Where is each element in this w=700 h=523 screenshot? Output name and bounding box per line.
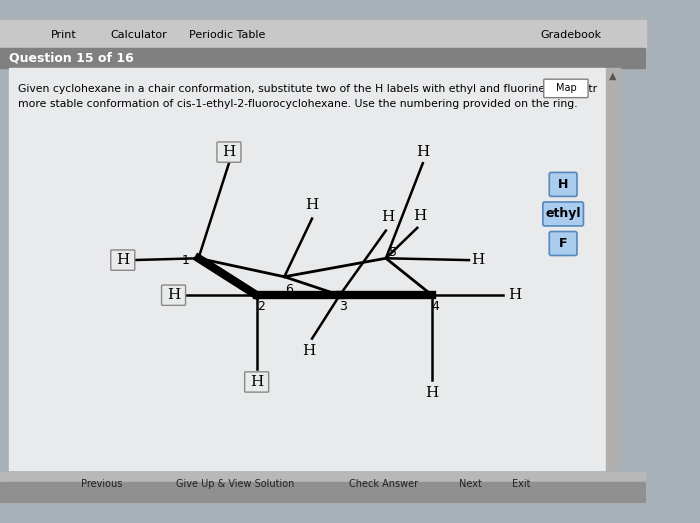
Text: 6: 6 [285,283,293,296]
Bar [0,48,646,68]
Text: Previous: Previous [81,480,122,490]
Text: H: H [558,178,568,191]
Text: H: H [414,209,427,223]
Text: 4: 4 [432,300,440,313]
Text: Gradebook: Gradebook [540,30,601,40]
Text: ▲: ▲ [609,71,617,81]
Text: Exit: Exit [512,480,531,490]
Text: more stable conformation of cis-1-ethyl-2-fluorocyclohexane. Use the numbering p: more stable conformation of cis-1-ethyl-… [18,99,578,109]
Text: Check Answer: Check Answer [349,480,418,490]
Bar [606,68,620,470]
Text: H: H [116,253,130,267]
Text: H: H [167,288,180,302]
Text: 1: 1 [181,254,190,267]
Text: Question 15 of 16: Question 15 of 16 [9,51,134,64]
Text: 5: 5 [389,246,398,259]
Bar [0,472,646,503]
Text: H: H [416,145,429,159]
Text: ethyl: ethyl [545,208,581,221]
Text: Given cyclohexane in a chair conformation, substitute two of the H labels with e: Given cyclohexane in a chair conformatio… [18,84,598,94]
Text: Next: Next [459,480,482,490]
Bar [0,482,646,503]
Text: 2: 2 [258,300,265,313]
Text: H: H [508,288,522,302]
Text: Periodic Table: Periodic Table [189,30,265,40]
FancyBboxPatch shape [550,173,577,197]
FancyBboxPatch shape [244,372,269,392]
Text: H: H [426,386,439,400]
FancyBboxPatch shape [162,285,186,305]
Bar [9,68,605,470]
Bar [0,20,646,48]
Text: H: H [223,145,236,159]
FancyBboxPatch shape [544,79,588,98]
Text: 3: 3 [340,300,347,313]
Text: H: H [381,210,394,224]
FancyBboxPatch shape [550,232,577,256]
Text: F: F [559,237,568,250]
Text: H: H [472,253,485,267]
FancyBboxPatch shape [542,202,583,226]
Text: H: H [250,375,263,389]
FancyBboxPatch shape [217,142,241,162]
Text: Give Up & View Solution: Give Up & View Solution [176,480,295,490]
Text: H: H [305,198,318,212]
FancyBboxPatch shape [111,250,135,270]
Text: Print: Print [51,30,76,40]
Text: Calculator: Calculator [111,30,167,40]
Text: Map: Map [556,83,576,94]
Text: H: H [302,344,316,358]
